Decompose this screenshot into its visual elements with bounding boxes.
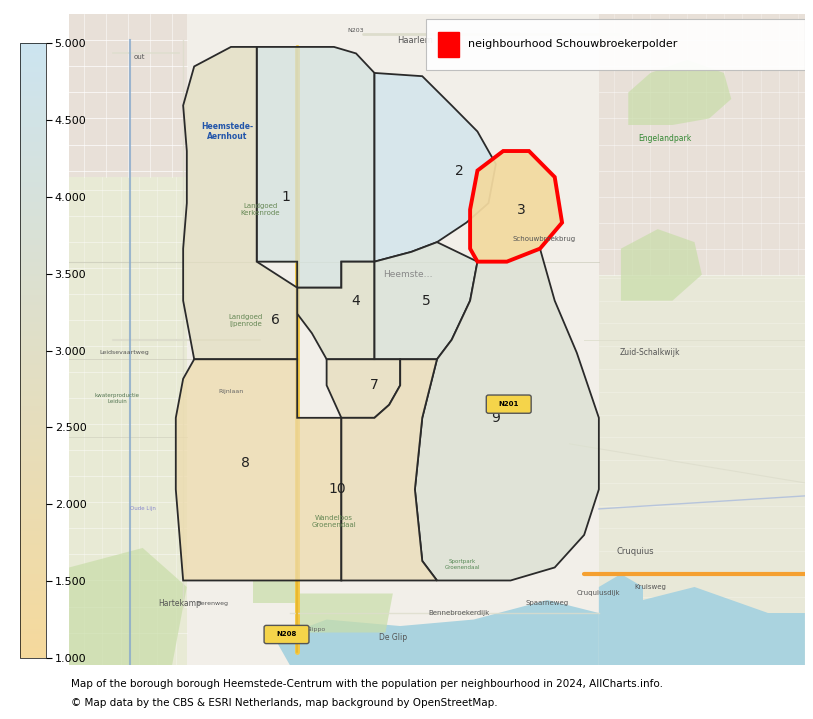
Text: N201: N201 <box>498 401 519 407</box>
Text: Schouwbroekbrug: Schouwbroekbrug <box>512 236 576 242</box>
Polygon shape <box>69 177 187 665</box>
Polygon shape <box>69 548 187 665</box>
Polygon shape <box>415 249 599 580</box>
Text: 10: 10 <box>328 482 346 496</box>
Text: Landgoed
Kerkenrode: Landgoed Kerkenrode <box>241 203 280 216</box>
Text: Oude Lijn: Oude Lijn <box>130 506 155 511</box>
FancyBboxPatch shape <box>426 19 805 70</box>
Text: Glippo: Glippo <box>306 627 326 632</box>
Text: neighbourhood Schouwbroekerpolder: neighbourhood Schouwbroekerpolder <box>468 40 677 50</box>
Text: N201: N201 <box>495 395 511 400</box>
Polygon shape <box>327 360 400 418</box>
Polygon shape <box>628 60 732 125</box>
Text: Herenweg: Herenweg <box>197 601 228 606</box>
Polygon shape <box>298 262 375 360</box>
Polygon shape <box>298 593 393 633</box>
Text: out: out <box>133 54 145 60</box>
Text: 9: 9 <box>491 411 500 425</box>
Text: Landgoed
IJpenrode: Landgoed IJpenrode <box>228 313 263 326</box>
Polygon shape <box>375 242 477 360</box>
Text: Engelandpark: Engelandpark <box>638 134 692 142</box>
Text: Kruisweg: Kruisweg <box>634 584 667 590</box>
Text: 2: 2 <box>454 163 463 178</box>
Text: Haarlem: Haarlem <box>397 36 433 45</box>
Polygon shape <box>599 574 643 613</box>
Text: 7: 7 <box>370 378 379 393</box>
FancyBboxPatch shape <box>264 626 309 644</box>
Polygon shape <box>257 47 375 288</box>
Polygon shape <box>253 580 298 603</box>
Text: Bennebroekerdijk: Bennebroekerdijk <box>428 610 489 616</box>
Polygon shape <box>470 151 562 262</box>
Polygon shape <box>621 229 702 301</box>
Text: © Map data by the CBS & ESRI Netherlands, map background by OpenStreetMap.: © Map data by the CBS & ESRI Netherlands… <box>71 698 498 708</box>
Polygon shape <box>183 47 298 360</box>
Polygon shape <box>375 73 496 262</box>
Text: Cruquius: Cruquius <box>617 546 654 556</box>
Text: 1: 1 <box>282 190 290 203</box>
Text: Hartekamp: Hartekamp <box>158 599 201 608</box>
Text: 3: 3 <box>517 203 526 216</box>
Text: Cruquiusdijk: Cruquiusdijk <box>577 590 620 597</box>
Text: 5: 5 <box>422 293 430 308</box>
Text: Zuid-Schalkwijk: Zuid-Schalkwijk <box>620 348 680 357</box>
Text: Map of the borough borough Heemstede-Centrum with the population per neighbourho: Map of the borough borough Heemstede-Cen… <box>71 679 663 690</box>
Text: Heemste…: Heemste… <box>383 270 433 279</box>
Text: Leidsevaartweg: Leidsevaartweg <box>99 350 149 355</box>
Text: De Glip: De Glip <box>379 633 406 642</box>
Text: 4: 4 <box>352 293 360 308</box>
Text: Rijnlaan: Rijnlaan <box>219 389 244 394</box>
Text: 6: 6 <box>271 313 280 327</box>
Polygon shape <box>470 151 562 262</box>
Polygon shape <box>341 360 437 580</box>
Text: Wandelbos
Groenendaal: Wandelbos Groenendaal <box>311 516 356 528</box>
Text: Sportpark
Groenendaal: Sportpark Groenendaal <box>445 559 480 569</box>
Polygon shape <box>69 14 187 177</box>
Polygon shape <box>275 600 599 665</box>
Text: N208: N208 <box>276 631 297 638</box>
Polygon shape <box>599 14 805 275</box>
Polygon shape <box>176 360 341 580</box>
Polygon shape <box>599 275 805 665</box>
Text: N203: N203 <box>348 28 364 33</box>
Bar <box>438 32 459 57</box>
Text: Spaarneweg: Spaarneweg <box>526 600 569 606</box>
Text: Heemstede-
Aernhout: Heemstede- Aernhout <box>202 122 254 141</box>
Text: 8: 8 <box>241 457 250 470</box>
Polygon shape <box>599 587 805 665</box>
Text: N208: N208 <box>277 631 295 636</box>
FancyBboxPatch shape <box>486 395 531 413</box>
Text: kwaterproductie
Leiduin: kwaterproductie Leiduin <box>94 393 140 403</box>
